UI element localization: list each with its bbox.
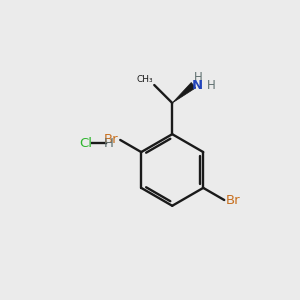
Text: CH₃: CH₃ xyxy=(136,75,153,84)
Text: Br: Br xyxy=(226,194,241,206)
Text: N: N xyxy=(192,79,203,92)
Text: H: H xyxy=(194,70,203,84)
Text: H: H xyxy=(104,137,114,150)
Text: Cl: Cl xyxy=(79,137,92,150)
Polygon shape xyxy=(172,82,196,103)
Text: H: H xyxy=(207,79,216,92)
Text: Br: Br xyxy=(103,133,118,146)
